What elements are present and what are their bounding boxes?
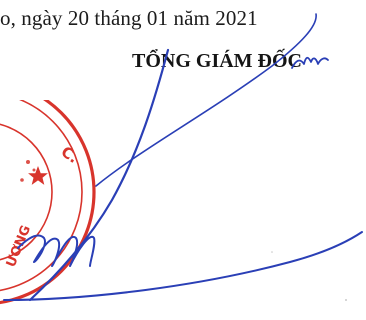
date-line: o, ngày 20 tháng 01 năm 2021 xyxy=(0,6,258,30)
signatory-title: TỔNG GIÁM ĐỐC xyxy=(132,50,302,72)
seal-text-lower: ƯƠNG xyxy=(4,223,34,269)
company-seal: C. ƯƠNG xyxy=(0,100,96,305)
seal-star-icon xyxy=(28,166,48,185)
signature-stroke-loop xyxy=(95,13,317,187)
